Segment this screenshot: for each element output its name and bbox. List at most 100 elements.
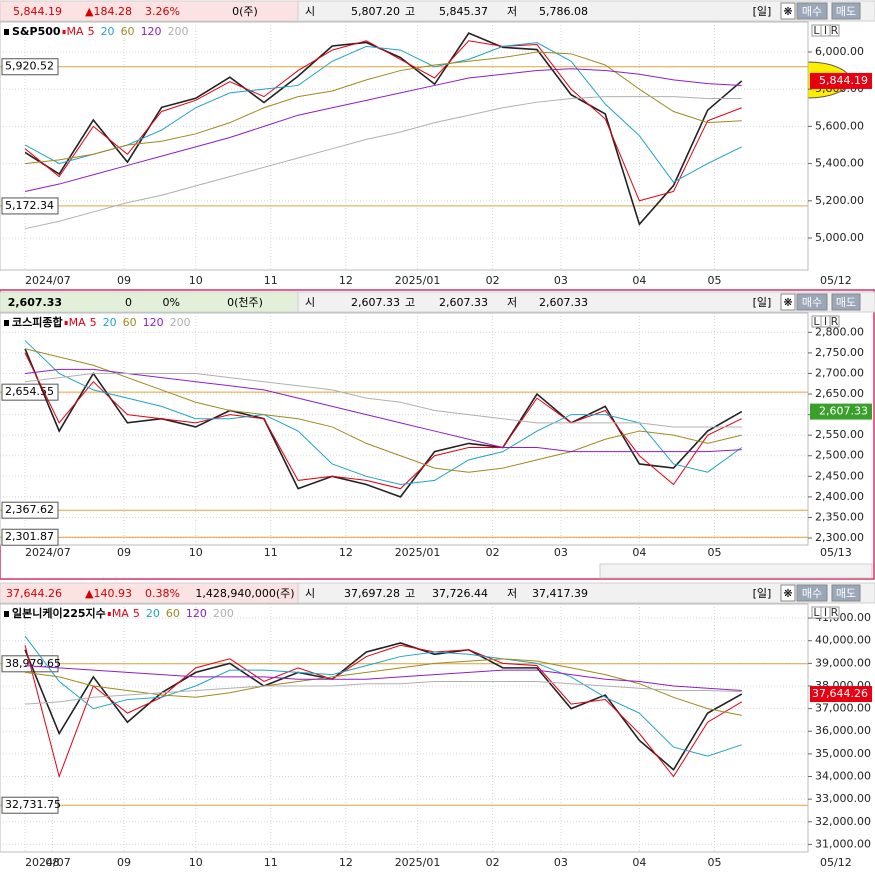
sell-button[interactable]: 매도 <box>836 296 856 309</box>
button[interactable] <box>780 584 796 602</box>
price-tag <box>810 686 872 703</box>
y-tick-label: 35,000.00 <box>815 747 871 760</box>
x-tick-label: 11 <box>264 546 278 559</box>
y-tick-label: 6,000.00 <box>815 45 864 58</box>
reference-label: 5,172.34 <box>5 199 54 212</box>
button[interactable] <box>831 293 861 311</box>
button[interactable] <box>831 2 861 20</box>
legend-entry: 200 <box>168 25 189 38</box>
y-tick-label: 2,800.00 <box>815 325 864 338</box>
quote-rate: 0% <box>163 296 180 309</box>
legend-title: 코스피종합 <box>12 315 63 329</box>
legend-entry: 20 <box>146 607 160 620</box>
quote-high-label: 고 <box>405 587 415 600</box>
scale-button[interactable] <box>829 606 840 619</box>
quote-price: 5,844.19 <box>13 5 62 18</box>
buy-button[interactable]: 매수 <box>802 5 822 18</box>
legend-entry: 20 <box>101 25 115 38</box>
x-tick-label: 12 <box>339 274 353 287</box>
scale-button-label[interactable]: L <box>813 24 820 37</box>
moving-average-line <box>24 352 742 490</box>
legend-entry: 200 <box>213 607 234 620</box>
reference-label: 2,301.87 <box>5 530 54 543</box>
quote-high: 2,607.33 <box>439 296 488 309</box>
chart-toolbar[interactable] <box>599 563 873 579</box>
scale-button[interactable] <box>829 24 840 37</box>
button[interactable] <box>780 2 796 20</box>
legend-swatch <box>4 320 9 326</box>
x-tick-label: 12 <box>339 546 353 559</box>
y-tick-label: 5,000.00 <box>815 231 864 244</box>
quote-open: 37,697.28 <box>344 587 400 600</box>
y-tick-label: 37,000.00 <box>815 702 871 715</box>
button[interactable] <box>796 584 828 602</box>
reference-label-box <box>1 528 59 546</box>
settings-button[interactable]: ❋ <box>783 296 792 309</box>
quote-open-label: 시 <box>305 587 315 600</box>
legend-entry: 120 <box>186 607 207 620</box>
scale-button-label[interactable]: L <box>813 315 820 328</box>
x-tick-label: 02 <box>486 546 500 559</box>
reference-label: 38,979.65 <box>5 657 61 670</box>
y-tick-label: 2,350.00 <box>815 510 864 523</box>
y-tick-label: 2,750.00 <box>815 346 864 359</box>
legend-entry: 5 <box>88 25 95 38</box>
reference-label: 2,367.62 <box>5 503 54 516</box>
quote-price: 2,607.33 <box>8 296 62 309</box>
x-tick-label: 2025/01 <box>395 274 441 287</box>
end-date: 05/12 <box>820 274 852 287</box>
y-tick-label: 34,000.00 <box>815 770 871 783</box>
sell-button[interactable]: 매도 <box>836 587 856 600</box>
x-tick-label: 05 <box>707 274 721 287</box>
y-tick-label: 40,000.00 <box>815 634 871 647</box>
quote-change: ▲140.93 <box>85 587 132 600</box>
reference-label-box <box>1 197 59 215</box>
scale-button-label[interactable]: I <box>824 24 827 37</box>
x-tick-label: 10 <box>189 546 203 559</box>
y-tick-label: 5,400.00 <box>815 157 864 170</box>
scale-button-label[interactable]: L <box>813 606 820 619</box>
moving-average-line <box>24 42 742 183</box>
reference-label: 32,731.75 <box>5 798 61 811</box>
plot-area <box>0 312 809 546</box>
settings-button[interactable]: ❋ <box>783 5 792 18</box>
x-tick-label: 09 <box>117 274 131 287</box>
quote-period: [일] <box>753 586 772 600</box>
settings-button[interactable]: ❋ <box>783 587 792 600</box>
scale-button-label[interactable]: R <box>831 315 839 328</box>
moving-average-line <box>24 340 743 486</box>
button[interactable] <box>780 293 796 311</box>
legend-entry: 5 <box>90 316 97 329</box>
scale-button-label[interactable]: R <box>831 24 839 37</box>
legend-swatch <box>107 612 111 616</box>
x-tick-label: 03 <box>554 856 568 869</box>
scale-button-label[interactable]: I <box>824 606 827 619</box>
price-tag-label: 5,844.19 <box>819 74 868 87</box>
scale-button-label[interactable]: R <box>831 606 839 619</box>
button[interactable] <box>796 2 828 20</box>
x-tick-label: 02 <box>486 856 500 869</box>
button[interactable] <box>796 293 828 311</box>
price-line <box>24 642 743 771</box>
buy-button[interactable]: 매수 <box>802 296 822 309</box>
x-tick-label: 03 <box>554 546 568 559</box>
quote-volume: 1,428,940,000(주) <box>195 587 294 600</box>
legend-swatch <box>4 29 9 35</box>
x-tick-label: 08 <box>45 856 59 869</box>
button[interactable] <box>831 584 861 602</box>
end-date: 05/13 <box>820 546 852 559</box>
legend-entry: 60 <box>166 607 180 620</box>
quote-period: [일] <box>753 295 772 309</box>
buy-button[interactable]: 매수 <box>802 587 822 600</box>
y-tick-label: 2,650.00 <box>815 387 864 400</box>
reference-label: 5,920.52 <box>5 60 54 73</box>
active-panel-border <box>0 289 875 580</box>
x-tick-label: 10 <box>189 274 203 287</box>
quote-volume: 0(천주) <box>227 295 263 309</box>
quote-open: 2,607.33 <box>351 296 400 309</box>
scale-button[interactable] <box>829 315 840 328</box>
moving-average-line <box>24 68 742 192</box>
scale-button-label[interactable]: I <box>824 315 827 328</box>
sell-button[interactable]: 매도 <box>836 5 856 18</box>
